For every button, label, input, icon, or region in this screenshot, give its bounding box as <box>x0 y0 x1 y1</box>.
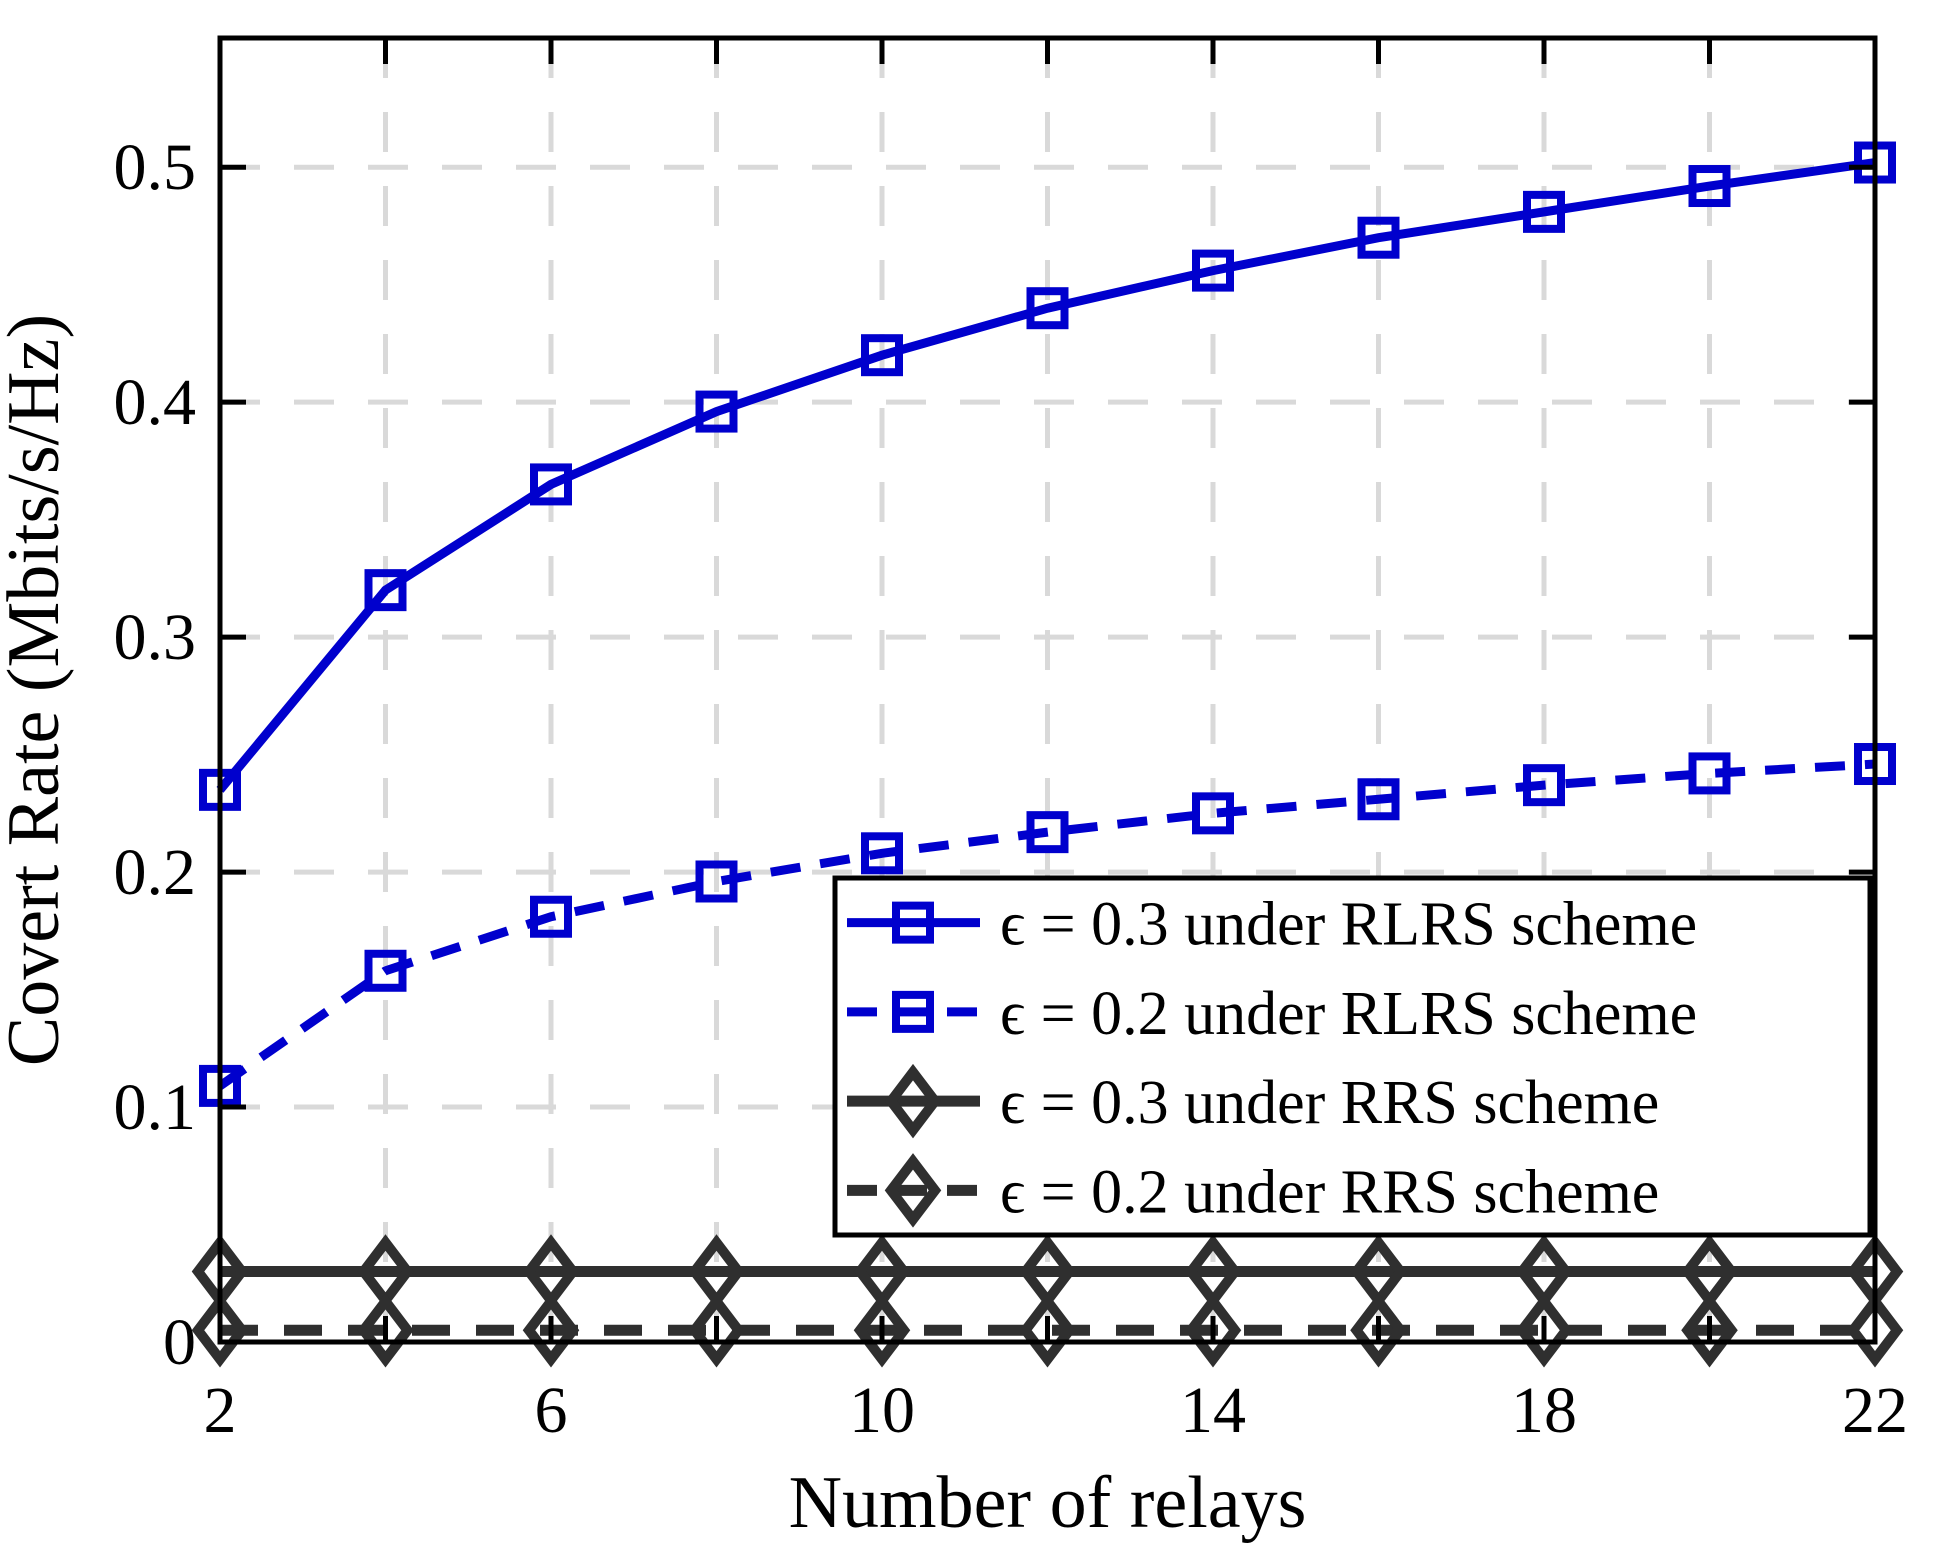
y-tick-label: 0.3 <box>114 601 197 674</box>
legend-label: ϵ = 0.3 under RRS scheme <box>1000 1069 1659 1137</box>
square-marker <box>1688 165 1731 208</box>
x-tick-label: 6 <box>535 1374 568 1447</box>
diamond-marker <box>357 1292 414 1368</box>
diamond-marker <box>191 1292 249 1368</box>
diamond-marker <box>884 1153 942 1228</box>
x-tick-label: 2 <box>204 1374 237 1447</box>
square-marker <box>1357 778 1400 821</box>
square-marker <box>861 832 903 875</box>
legend-label: ϵ = 0.2 under RLRS scheme <box>1000 980 1697 1048</box>
y-axis-label: Covert Rate (Mbits/s/Hz) <box>0 314 75 1066</box>
square-marker <box>530 895 572 938</box>
diamond-marker <box>853 1292 911 1368</box>
legend-entry-3: ϵ = 0.2 under RRS scheme <box>847 1153 1659 1228</box>
square-marker <box>1688 752 1731 795</box>
x-axis-label: Number of relays <box>789 1462 1307 1544</box>
legend-label: ϵ = 0.2 under RRS scheme <box>1000 1158 1659 1226</box>
square-marker <box>1026 811 1069 854</box>
y-tick-label: 0.1 <box>114 1071 197 1144</box>
legend-entry-0: ϵ = 0.3 under RLRS scheme <box>847 891 1697 959</box>
diamond-marker <box>522 1292 580 1368</box>
legend-label: ϵ = 0.3 under RLRS scheme <box>1000 891 1697 959</box>
x-tick-label: 10 <box>849 1374 915 1447</box>
square-marker <box>1523 764 1565 807</box>
square-marker <box>530 463 572 506</box>
square-marker <box>1026 287 1069 330</box>
diamond-marker <box>1350 1292 1407 1368</box>
legend: ϵ = 0.3 under RLRS scheme ϵ = 0.2 under R… <box>832 875 1873 1238</box>
x-tick-label: 18 <box>1511 1374 1577 1447</box>
square-marker <box>1192 249 1234 292</box>
diamond-marker <box>1019 1292 1076 1368</box>
tick-labels: 2 6 10 14 18 22 0 0.1 0.2 0.3 0.4 0.5 <box>114 131 1909 1447</box>
square-marker <box>695 860 738 903</box>
axes <box>217 35 1878 1345</box>
series-line <box>216 158 1876 793</box>
diamond-marker <box>1184 1292 1242 1368</box>
x-tick-label: 14 <box>1180 1374 1246 1447</box>
square-marker <box>861 334 903 377</box>
legend-entry-2: ϵ = 0.3 under RRS scheme <box>847 1063 1659 1139</box>
series-1 <box>199 743 1896 1107</box>
square-marker <box>892 901 934 944</box>
diamond-marker <box>884 1063 942 1139</box>
square-marker <box>892 990 934 1033</box>
diamond-marker <box>1515 1292 1573 1368</box>
y-tick-label: 0.2 <box>114 836 197 909</box>
diamond-marker <box>1681 1292 1738 1368</box>
square-marker <box>364 949 407 992</box>
square-marker <box>1357 216 1400 259</box>
square-marker <box>1523 190 1565 233</box>
y-tick-label: 0.4 <box>114 366 197 439</box>
legend-box <box>832 875 1873 1238</box>
x-tick-label: 22 <box>1842 1374 1908 1447</box>
square-marker <box>1192 792 1234 835</box>
diamond-marker <box>688 1292 745 1368</box>
legend-entry-1: ϵ = 0.2 under RLRS scheme <box>847 980 1697 1048</box>
series-3 <box>191 1292 1904 1368</box>
diamond-marker <box>1846 1292 1904 1368</box>
square-marker <box>364 569 407 612</box>
series-line <box>217 759 1876 1090</box>
square-marker <box>695 390 738 433</box>
y-tick-label: 0.5 <box>114 131 197 204</box>
y-tick-label: 0 <box>163 1306 196 1379</box>
